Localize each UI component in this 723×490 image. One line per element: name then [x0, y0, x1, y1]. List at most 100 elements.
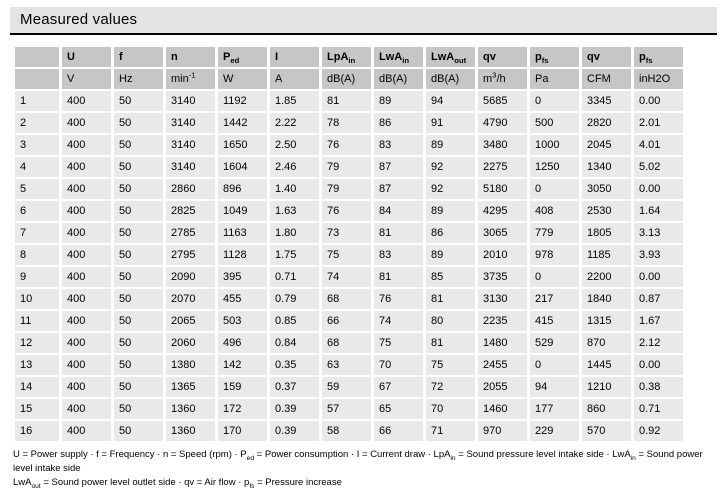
table-cell: 0 [530, 91, 579, 111]
table-cell: 978 [530, 245, 579, 265]
table-cell: 85 [426, 267, 475, 287]
table-cell: 50 [114, 355, 163, 375]
table-cell: 400 [62, 377, 111, 397]
table-cell: 84 [374, 201, 423, 221]
table-cell: 400 [62, 91, 111, 111]
table-cell: 91 [426, 113, 475, 133]
column-header-5: I [270, 47, 319, 67]
table-cell: 0.00 [634, 267, 683, 287]
column-unit-7: dB(A) [374, 69, 423, 89]
table-cell: 395 [218, 267, 267, 287]
table-cell: 400 [62, 311, 111, 331]
table-cell: 67 [374, 377, 423, 397]
table-cell: 94 [530, 377, 579, 397]
row-number-cell: 7 [15, 223, 59, 243]
legend-line-2: LwAout = Sound power level outlet side ·… [13, 477, 342, 490]
column-unit-0 [15, 69, 59, 89]
table-cell: 217 [530, 289, 579, 309]
table-cell: 92 [426, 157, 475, 177]
table-cell: 3065 [478, 223, 527, 243]
table-cell: 2070 [166, 289, 215, 309]
table-cell: 1.40 [270, 179, 319, 199]
table-cell: 5685 [478, 91, 527, 111]
table-cell: 0 [530, 267, 579, 287]
row-number-cell: 5 [15, 179, 59, 199]
row-number-cell: 11 [15, 311, 59, 331]
table-cell: 400 [62, 135, 111, 155]
table-cell: 2010 [478, 245, 527, 265]
table-cell: 3050 [582, 179, 631, 199]
table-row: 9 400 50 2090 395 0.71 74 81 85 3735 0 2200 0.00 [15, 267, 683, 287]
table-cell: 503 [218, 311, 267, 331]
table-cell: 1128 [218, 245, 267, 265]
table-cell: 2795 [166, 245, 215, 265]
table-cell: 2.22 [270, 113, 319, 133]
row-number-cell: 9 [15, 267, 59, 287]
column-unit-12: inH2O [634, 69, 683, 89]
table-cell: 50 [114, 157, 163, 177]
table-cell: 1.67 [634, 311, 683, 331]
table-cell: 2.46 [270, 157, 319, 177]
column-header-12: pfs [634, 47, 683, 67]
table-cell: 86 [374, 113, 423, 133]
table-cell: 76 [322, 135, 371, 155]
table-cell: 0.00 [634, 355, 683, 375]
table-cell: 779 [530, 223, 579, 243]
table-cell: 50 [114, 399, 163, 419]
table-cell: 570 [582, 421, 631, 441]
table-cell: 2820 [582, 113, 631, 133]
table-cell: 76 [322, 201, 371, 221]
table-cell: 400 [62, 267, 111, 287]
table-cell: 81 [426, 289, 475, 309]
table-row: 10 400 50 2070 455 0.79 68 76 81 3130 217 1840 0.87 [15, 289, 683, 309]
table-cell: 1163 [218, 223, 267, 243]
table-cell: 0.84 [270, 333, 319, 353]
column-header-4: Ped [218, 47, 267, 67]
row-number-cell: 13 [15, 355, 59, 375]
table-cell: 89 [426, 135, 475, 155]
table-cell: 83 [374, 245, 423, 265]
table-cell: 1210 [582, 377, 631, 397]
table-cell: 3345 [582, 91, 631, 111]
table-cell: 1192 [218, 91, 267, 111]
table-cell: 50 [114, 421, 163, 441]
column-header-6: LpAin [322, 47, 371, 67]
table-cell: 0.85 [270, 311, 319, 331]
table-cell: 0.39 [270, 421, 319, 441]
table-row: 6 400 50 2825 1049 1.63 76 84 89 4295 408 2530 1.64 [15, 201, 683, 221]
table-cell: 400 [62, 355, 111, 375]
table-cell: 86 [426, 223, 475, 243]
column-header-9: qv [478, 47, 527, 67]
table-cell: 529 [530, 333, 579, 353]
table-cell: 65 [374, 399, 423, 419]
table-cell: 87 [374, 179, 423, 199]
table-cell: 400 [62, 245, 111, 265]
table-cell: 400 [62, 157, 111, 177]
row-number-cell: 10 [15, 289, 59, 309]
table-cell: 2045 [582, 135, 631, 155]
table-cell: 50 [114, 267, 163, 287]
table-cell: 89 [374, 91, 423, 111]
row-number-cell: 1 [15, 91, 59, 111]
table-cell: 1365 [166, 377, 215, 397]
table-cell: 500 [530, 113, 579, 133]
table-cell: 74 [374, 311, 423, 331]
table-cell: 58 [322, 421, 371, 441]
table-cell: 70 [374, 355, 423, 375]
table-cell: 2235 [478, 311, 527, 331]
table-row: 15 400 50 1360 172 0.39 57 65 70 1460 177 860 0.71 [15, 399, 683, 419]
table-cell: 2825 [166, 201, 215, 221]
table-cell: 1000 [530, 135, 579, 155]
table-cell: 5180 [478, 179, 527, 199]
table-cell: 2065 [166, 311, 215, 331]
table-cell: 0.00 [634, 91, 683, 111]
table-cell: 1049 [218, 201, 267, 221]
table-cell: 72 [426, 377, 475, 397]
table-cell: 177 [530, 399, 579, 419]
table-cell: 172 [218, 399, 267, 419]
table-cell: 4790 [478, 113, 527, 133]
table-cell: 81 [374, 223, 423, 243]
table-cell: 1.80 [270, 223, 319, 243]
column-header-1: U [62, 47, 111, 67]
table-cell: 496 [218, 333, 267, 353]
